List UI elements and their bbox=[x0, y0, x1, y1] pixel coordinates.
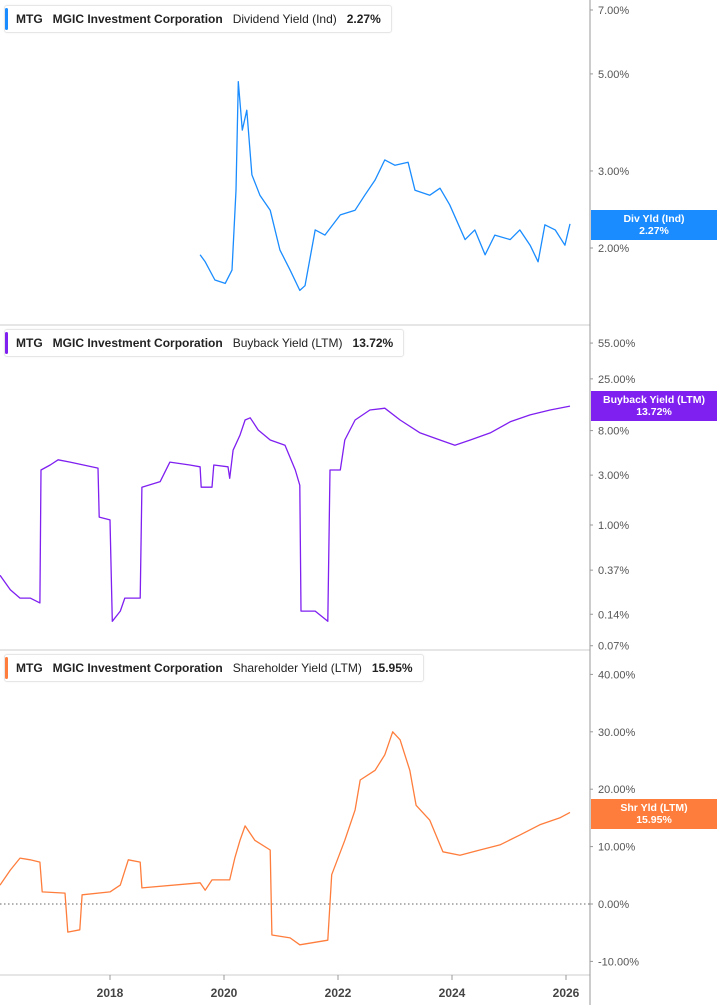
panel-header-dividend: MTG MGIC Investment Corporation Dividend… bbox=[4, 5, 392, 33]
last-value-badge-dividend: Div Yld (Ind) 2.27% bbox=[591, 210, 717, 240]
badge-value: 15.95% bbox=[636, 814, 672, 826]
ticker: MTG bbox=[16, 661, 43, 675]
badge-value: 13.72% bbox=[636, 406, 672, 418]
series-color-marker bbox=[5, 657, 8, 679]
y-tick-label: 2.00% bbox=[598, 243, 629, 255]
y-tick-label: 0.14% bbox=[598, 609, 629, 621]
y-tick-label: 25.00% bbox=[598, 374, 636, 386]
y-tick-label: 8.00% bbox=[598, 426, 629, 438]
x-tick-label: 2026 bbox=[553, 986, 580, 1000]
y-tick-label: 0.07% bbox=[598, 641, 629, 653]
company-name: MGIC Investment Corporation bbox=[52, 336, 223, 350]
last-value-badge-shareholder: Shr Yld (LTM) 15.95% bbox=[591, 799, 717, 829]
metric-value: 15.95% bbox=[371, 661, 413, 675]
y-tick-label: -10.00% bbox=[598, 956, 639, 968]
metric-value: 13.72% bbox=[352, 336, 394, 350]
company-name: MGIC Investment Corporation bbox=[52, 661, 223, 675]
badge-value: 2.27% bbox=[639, 225, 669, 237]
metric-value: 2.27% bbox=[346, 12, 381, 26]
metric-name: Shareholder Yield (LTM) bbox=[232, 661, 362, 675]
x-tick-label: 2020 bbox=[211, 986, 238, 1000]
metric-name: Buyback Yield (LTM) bbox=[232, 336, 343, 350]
badge-label: Div Yld (Ind) bbox=[623, 213, 685, 225]
series-line-dividend-yield bbox=[199, 81, 571, 292]
y-tick-label: 55.00% bbox=[598, 338, 636, 350]
ticker: MTG bbox=[16, 12, 43, 26]
panel-header-shareholder: MTG MGIC Investment Corporation Sharehol… bbox=[4, 654, 424, 682]
x-tick-label: 2024 bbox=[439, 986, 466, 1000]
y-tick-label: 10.00% bbox=[598, 842, 636, 854]
series-color-marker bbox=[5, 332, 8, 354]
metric-name: Dividend Yield (Ind) bbox=[232, 12, 337, 26]
y-tick-label: 20.00% bbox=[598, 784, 636, 796]
y-tick-label: 5.00% bbox=[598, 69, 629, 81]
badge-label: Shr Yld (LTM) bbox=[620, 802, 688, 814]
y-tick-label: 3.00% bbox=[598, 470, 629, 482]
company-name: MGIC Investment Corporation bbox=[52, 12, 223, 26]
y-tick-label: 0.00% bbox=[598, 899, 629, 911]
y-tick-label: 0.37% bbox=[598, 565, 629, 577]
y-tick-label: 1.00% bbox=[598, 520, 629, 532]
x-tick-label: 2022 bbox=[325, 986, 352, 1000]
last-value-badge-buyback: Buyback Yield (LTM) 13.72% bbox=[591, 391, 717, 421]
y-tick-label: 30.00% bbox=[598, 727, 636, 739]
series-color-marker bbox=[5, 8, 8, 30]
badge-label: Buyback Yield (LTM) bbox=[603, 394, 705, 406]
x-tick-label: 2018 bbox=[97, 986, 124, 1000]
panel-header-buyback: MTG MGIC Investment Corporation Buyback … bbox=[4, 329, 405, 357]
y-tick-label: 7.00% bbox=[598, 5, 629, 17]
y-tick-label: 40.00% bbox=[598, 669, 636, 681]
series-line-shareholder-yield bbox=[0, 731, 571, 946]
series-line-buyback-yield bbox=[0, 405, 571, 622]
y-tick-label: 3.00% bbox=[598, 166, 629, 178]
ticker: MTG bbox=[16, 336, 43, 350]
